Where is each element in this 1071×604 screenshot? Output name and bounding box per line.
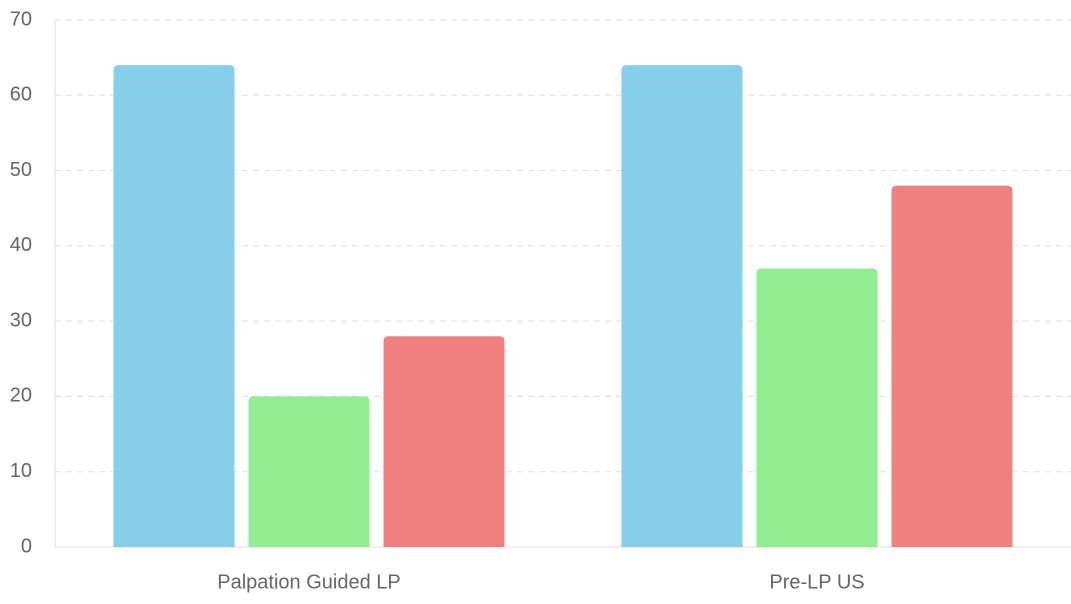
- bar: [621, 65, 743, 548]
- x-tick-label: Pre-LP US: [769, 571, 864, 593]
- bar: [383, 336, 505, 547]
- x-tick-label: Palpation Guided LP: [217, 571, 400, 593]
- y-tick-label: 0: [21, 535, 32, 557]
- y-tick-label: 70: [10, 8, 32, 30]
- y-tick-label: 30: [10, 309, 32, 331]
- y-tick-label: 50: [10, 159, 32, 181]
- bar: [248, 396, 370, 547]
- y-tick-label: 40: [10, 234, 32, 256]
- bar: [891, 185, 1013, 547]
- bar: [756, 268, 878, 547]
- y-tick-label: 10: [10, 460, 32, 482]
- y-tick-label: 60: [10, 84, 32, 106]
- y-tick-label: 20: [10, 385, 32, 407]
- bar: [113, 65, 235, 548]
